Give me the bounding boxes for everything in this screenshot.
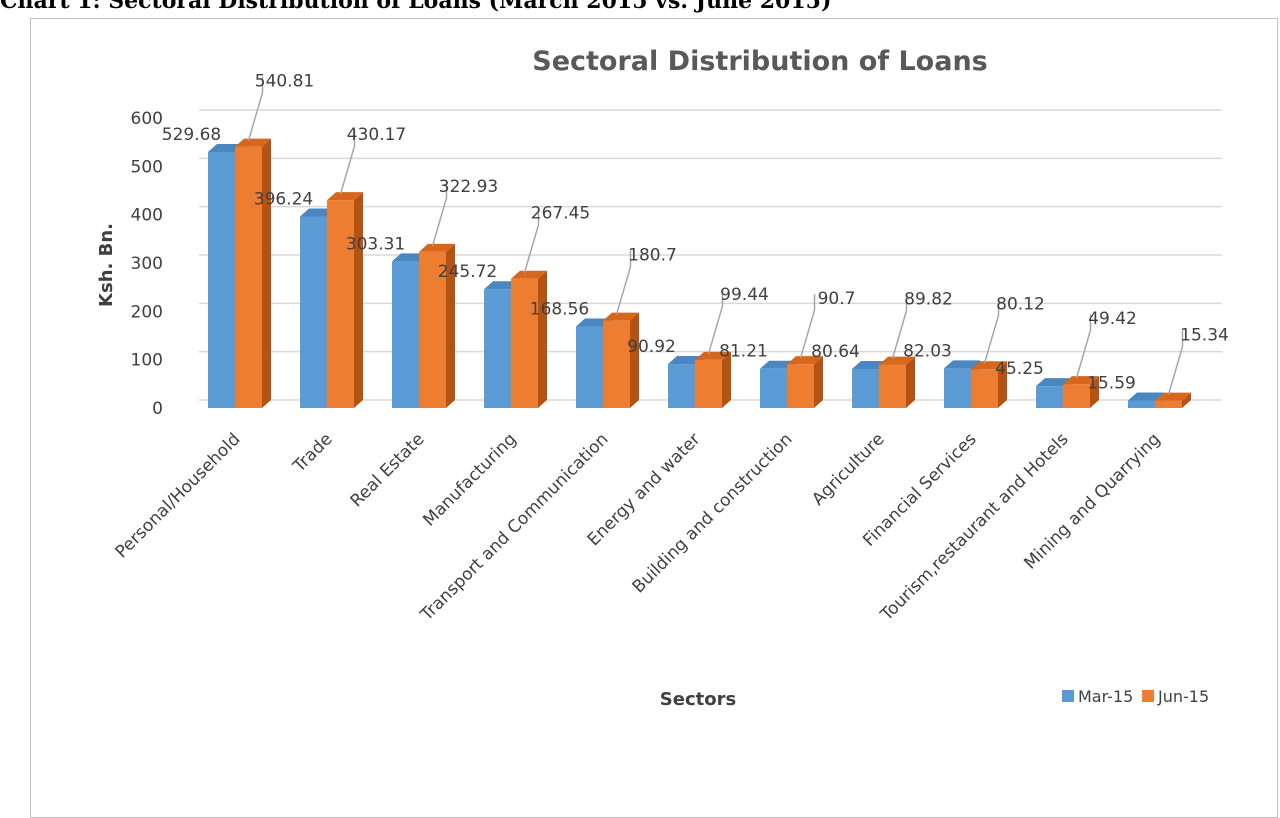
- data-label-jun-15: 180.7: [628, 246, 677, 266]
- bar-jun-15: [419, 243, 455, 408]
- x-tick-label: Transport and Communication: [416, 429, 612, 625]
- leader-line-jun-15: [1075, 314, 1092, 379]
- data-label-mar-15: 80.64: [811, 342, 860, 362]
- bar-jun-15: [879, 356, 915, 408]
- data-label-jun-15: 89.82: [904, 290, 953, 310]
- chart-title: Sectoral Distribution of Loans: [532, 46, 987, 77]
- x-tick-label: Manufacturing: [419, 429, 520, 530]
- leader-line-jun-15: [1167, 330, 1184, 395]
- data-label-jun-15: 15.34: [1180, 326, 1229, 346]
- leader-line-jun-15: [983, 299, 1000, 364]
- y-tick-label: 400: [131, 206, 163, 226]
- x-tick-label: Building and construction: [629, 429, 797, 597]
- bar-jun-15: [971, 361, 1007, 408]
- leader-line-jun-15: [891, 294, 908, 359]
- document-heading: Chart 1: Sectoral Distribution of Loans …: [0, 0, 832, 14]
- data-label-jun-15: 322.93: [439, 177, 498, 197]
- leader-line-jun-15: [431, 181, 448, 247]
- grid-lines: [199, 109, 1222, 401]
- data-label-jun-15: 267.45: [531, 204, 590, 224]
- data-label-mar-15: 245.72: [438, 262, 497, 282]
- y-tick-label: 500: [131, 157, 163, 177]
- legend: Mar-15 Jun-15: [1062, 687, 1209, 706]
- data-label-mar-15: 396.24: [254, 189, 313, 209]
- bar-jun-15: [511, 270, 547, 408]
- y-tick-label: 300: [131, 254, 163, 274]
- data-label-mar-15: 45.25: [995, 359, 1044, 379]
- data-labels: 529.68 540.81 396.24 430.17 303.31 322.93 245.…: [162, 72, 1229, 395]
- bar-jun-15: [1063, 376, 1099, 408]
- bar-jun-15: [235, 138, 271, 408]
- legend-swatch: [1142, 690, 1154, 702]
- leader-line-jun-15: [523, 208, 540, 273]
- y-tick-label: 200: [131, 302, 163, 322]
- x-tick-label: Personal/Household: [112, 429, 245, 562]
- bar-jun-15: [327, 192, 363, 408]
- data-label-jun-15: 430.17: [347, 125, 406, 145]
- legend-label: Mar-15: [1078, 687, 1133, 706]
- data-label-mar-15: 15.59: [1087, 373, 1136, 393]
- y-axis-label: Ksh. Bn.: [96, 223, 117, 307]
- bars: [208, 138, 1191, 408]
- y-tick-label: 600: [131, 109, 163, 129]
- y-axis-ticks: 0 100 200 300 400 500 600: [131, 109, 163, 419]
- legend-label: Jun-15: [1157, 687, 1209, 706]
- leader-line-jun-15: [799, 294, 816, 359]
- bar-jun-15: [787, 356, 823, 408]
- x-tick-label: Tourism,restaurant and Hotels: [876, 429, 1072, 625]
- data-label-mar-15: 529.68: [162, 125, 221, 145]
- data-label-jun-15: 99.44: [720, 285, 769, 305]
- x-axis-ticks: Personal/Household Trade Real EstateManufa…: [112, 429, 1165, 625]
- bar-jun-15: [603, 312, 639, 408]
- leader-line-jun-15: [247, 76, 264, 141]
- leader-line-jun-15: [339, 130, 356, 195]
- data-label-mar-15: 90.92: [627, 337, 676, 357]
- data-label-jun-15: 540.81: [255, 72, 314, 92]
- leader-line-jun-15: [615, 250, 632, 315]
- x-tick-label: Trade: [289, 429, 337, 477]
- data-label-mar-15: 168.56: [530, 300, 589, 320]
- data-label-mar-15: 82.03: [903, 341, 952, 361]
- data-label-jun-15: 80.12: [996, 294, 1045, 314]
- data-label-jun-15: 49.42: [1088, 309, 1137, 329]
- data-label-mar-15: 81.21: [719, 342, 768, 362]
- data-label-jun-15: 90.7: [818, 289, 856, 309]
- x-tick-label: Agriculture: [808, 429, 888, 509]
- bar-jun-15: [695, 351, 731, 408]
- legend-swatch: [1062, 690, 1074, 702]
- x-tick-label: Real Estate: [347, 429, 429, 511]
- leader-line-jun-15: [707, 289, 724, 355]
- y-tick-label: 100: [131, 351, 163, 371]
- x-axis-label: Sectors: [660, 689, 736, 710]
- bar-jun-15: [1155, 392, 1191, 408]
- y-tick-label: 0: [152, 399, 163, 419]
- data-label-mar-15: 303.31: [346, 234, 405, 254]
